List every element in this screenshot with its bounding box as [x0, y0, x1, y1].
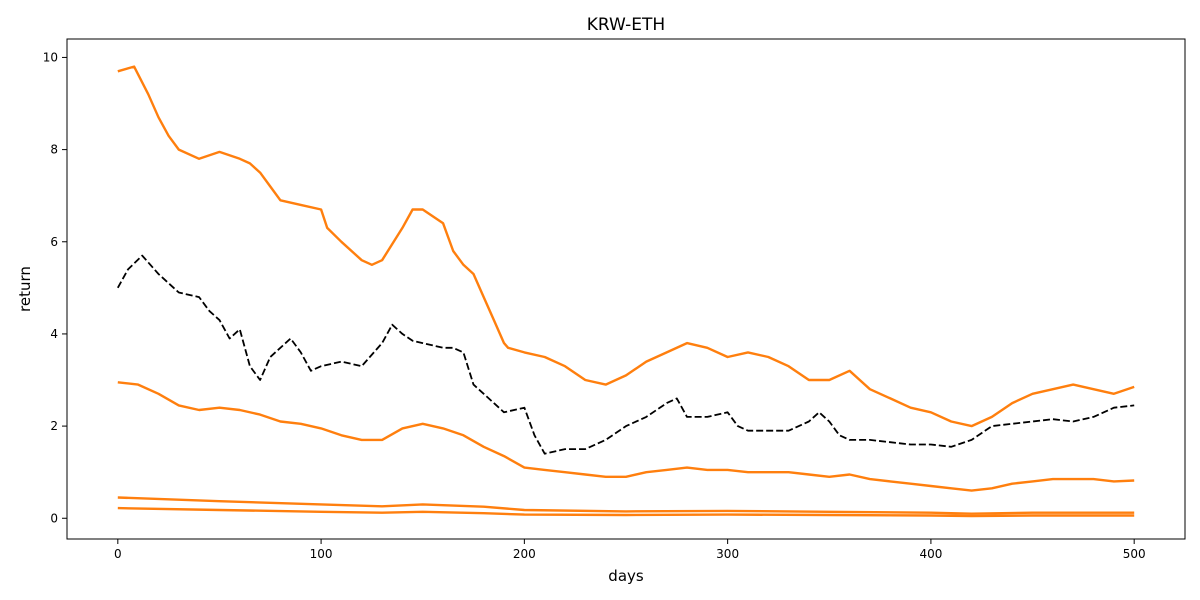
series-line-0 — [117, 65, 1135, 428]
y-axis-label: return — [16, 266, 34, 312]
y-tick-label: 10 — [43, 50, 58, 64]
series-line-3 — [117, 496, 1135, 515]
series-line-2 — [117, 381, 1135, 492]
chart-title: KRW-ETH — [587, 15, 665, 35]
y-tick-label: 6 — [50, 235, 58, 249]
series-line-center — [117, 254, 1135, 455]
tick-layer: 0 100 200 300 400 500 0 2 4 6 8 10 — [43, 50, 1146, 561]
y-tick-label: 8 — [50, 143, 58, 157]
x-tick-label: 0 — [114, 547, 122, 561]
x-tick-label: 100 — [310, 547, 333, 561]
x-tick-label: 500 — [1123, 547, 1146, 561]
series-line-4 — [117, 506, 1135, 518]
x-tick-label: 200 — [513, 547, 536, 561]
x-tick-label: 400 — [919, 547, 942, 561]
x-tick-label: 300 — [716, 547, 739, 561]
plot-frame — [66, 38, 1186, 540]
y-tick-label: 0 — [50, 511, 58, 525]
series-layer — [117, 65, 1135, 518]
y-tick-label: 2 — [50, 419, 58, 433]
x-axis-label: days — [608, 567, 644, 585]
y-tick-label: 4 — [50, 327, 58, 341]
